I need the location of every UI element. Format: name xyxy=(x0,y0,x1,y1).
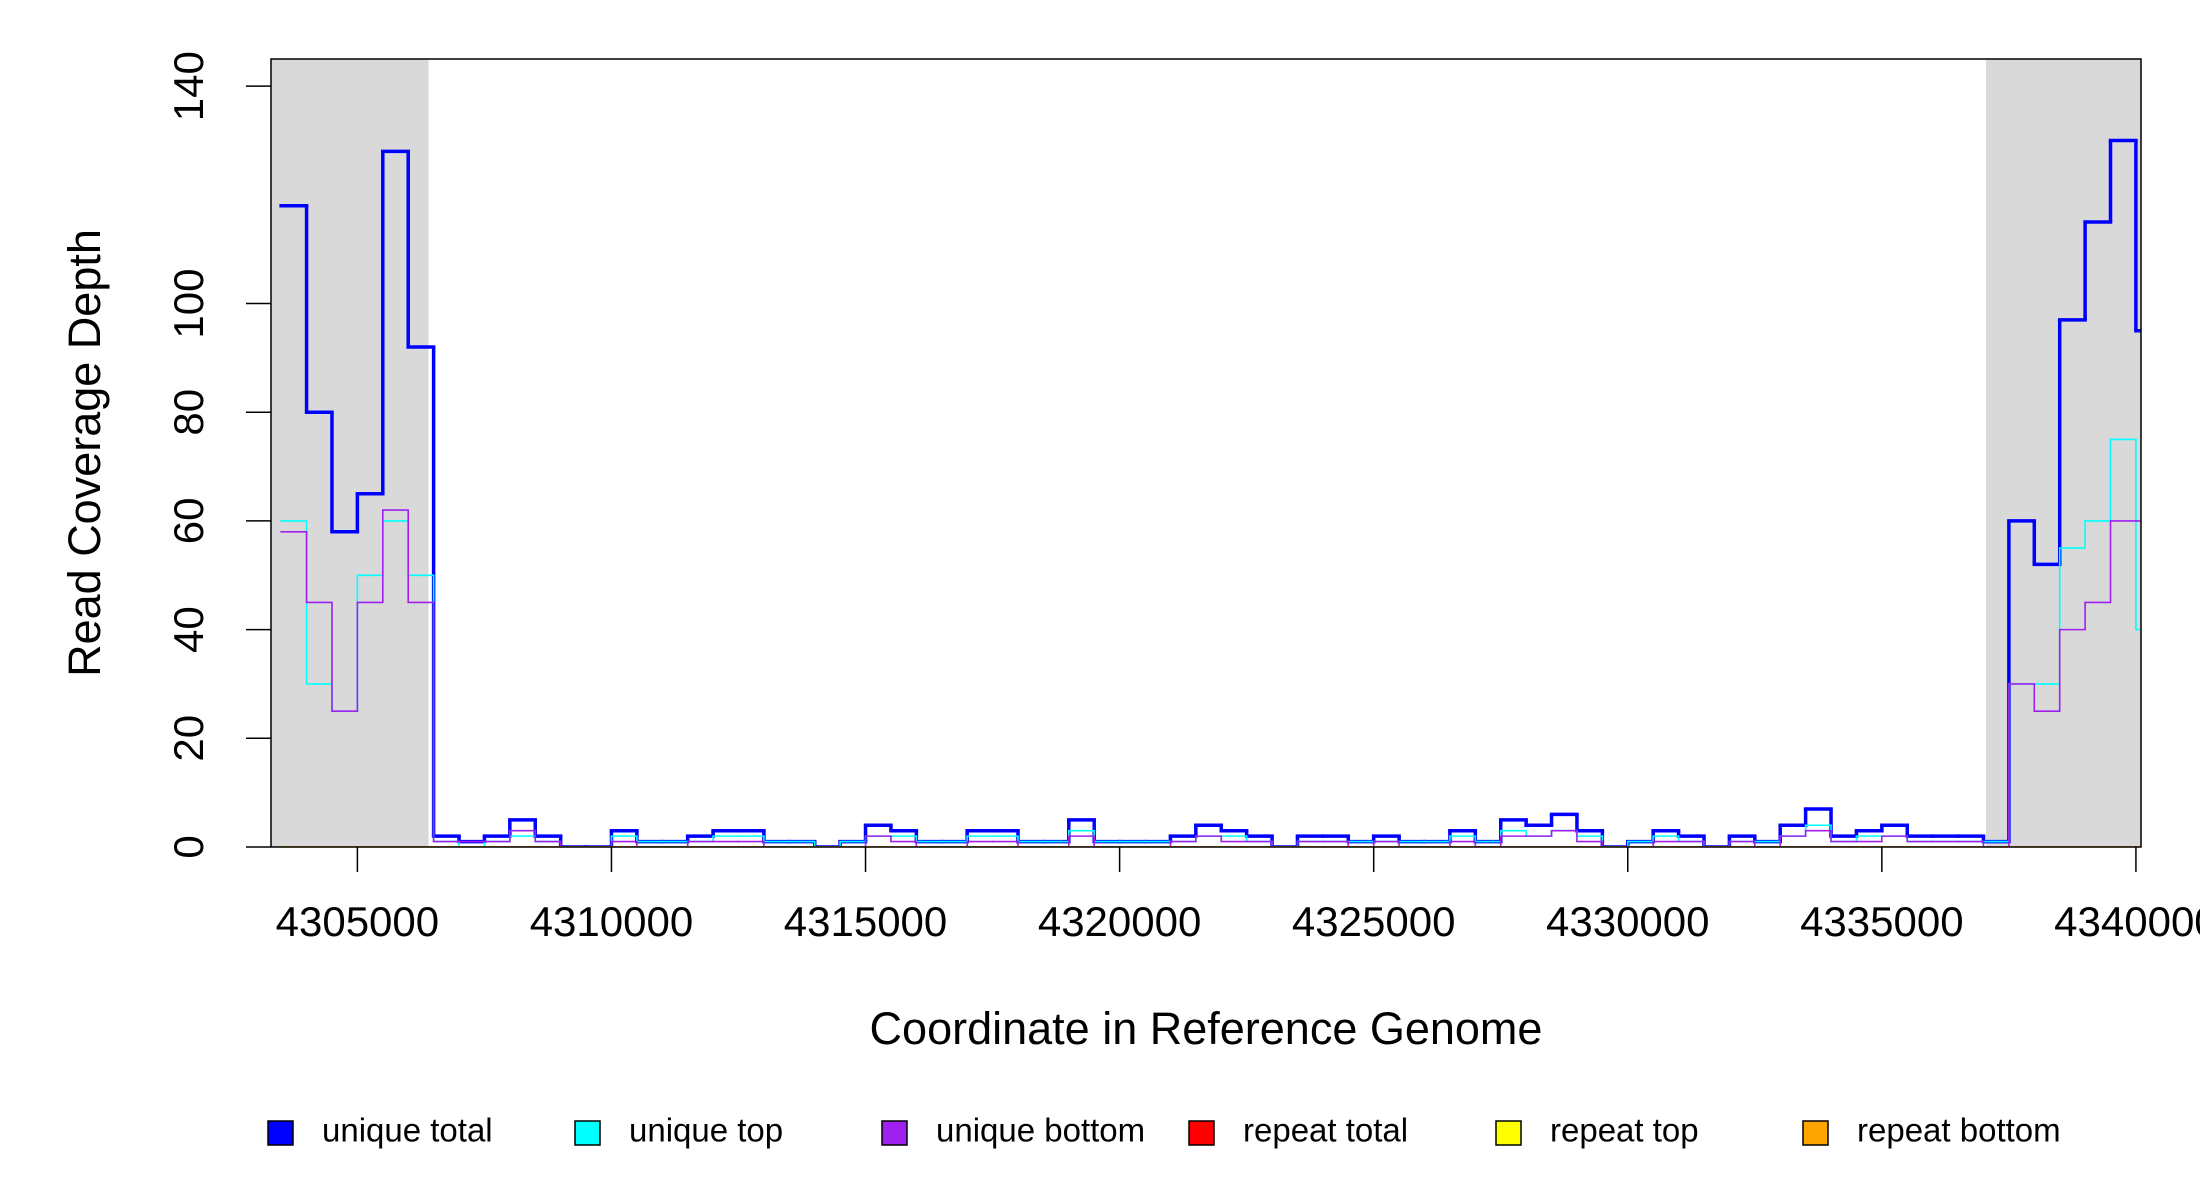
legend-label: unique top xyxy=(629,1112,783,1149)
y-tick-label: 0 xyxy=(165,835,212,858)
legend-swatch xyxy=(1495,1120,1522,1146)
legend-swatch xyxy=(1188,1120,1215,1146)
x-tick-label: 4335000 xyxy=(1800,898,1964,945)
legend-label: unique total xyxy=(322,1112,493,1149)
legend-label: repeat top xyxy=(1550,1112,1699,1149)
x-tick-label: 4315000 xyxy=(784,898,948,945)
x-tick-label: 4325000 xyxy=(1292,898,1456,945)
x-tick-label: 4340000 xyxy=(2054,898,2200,945)
x-tick-label: 4310000 xyxy=(530,898,694,945)
y-tick-label: 80 xyxy=(165,389,212,436)
legend-label: repeat total xyxy=(1243,1112,1408,1149)
legend-swatch xyxy=(267,1120,294,1146)
shaded-region xyxy=(271,59,429,847)
y-tick-label: 100 xyxy=(165,269,212,339)
legend-swatch xyxy=(1802,1120,1829,1146)
y-tick-label: 140 xyxy=(165,51,212,121)
plot-frame xyxy=(270,58,2142,848)
x-tick-label: 4305000 xyxy=(276,898,440,945)
legend-swatch xyxy=(881,1120,908,1146)
legend-label: unique bottom xyxy=(936,1112,1145,1149)
y-tick-label: 40 xyxy=(165,606,212,653)
y-tick-label: 60 xyxy=(165,498,212,545)
y-axis-title: Read Coverage Depth xyxy=(59,229,110,677)
x-tick-label: 4330000 xyxy=(1546,898,1710,945)
x-tick-label: 4320000 xyxy=(1038,898,1202,945)
plot-lines xyxy=(279,138,2141,847)
legend-label: repeat bottom xyxy=(1857,1112,2061,1149)
legend-swatch xyxy=(574,1120,601,1146)
shaded-region xyxy=(1986,59,2141,847)
y-tick-label: 20 xyxy=(165,715,212,762)
x-axis-title: Coordinate in Reference Genome xyxy=(870,1003,1543,1054)
